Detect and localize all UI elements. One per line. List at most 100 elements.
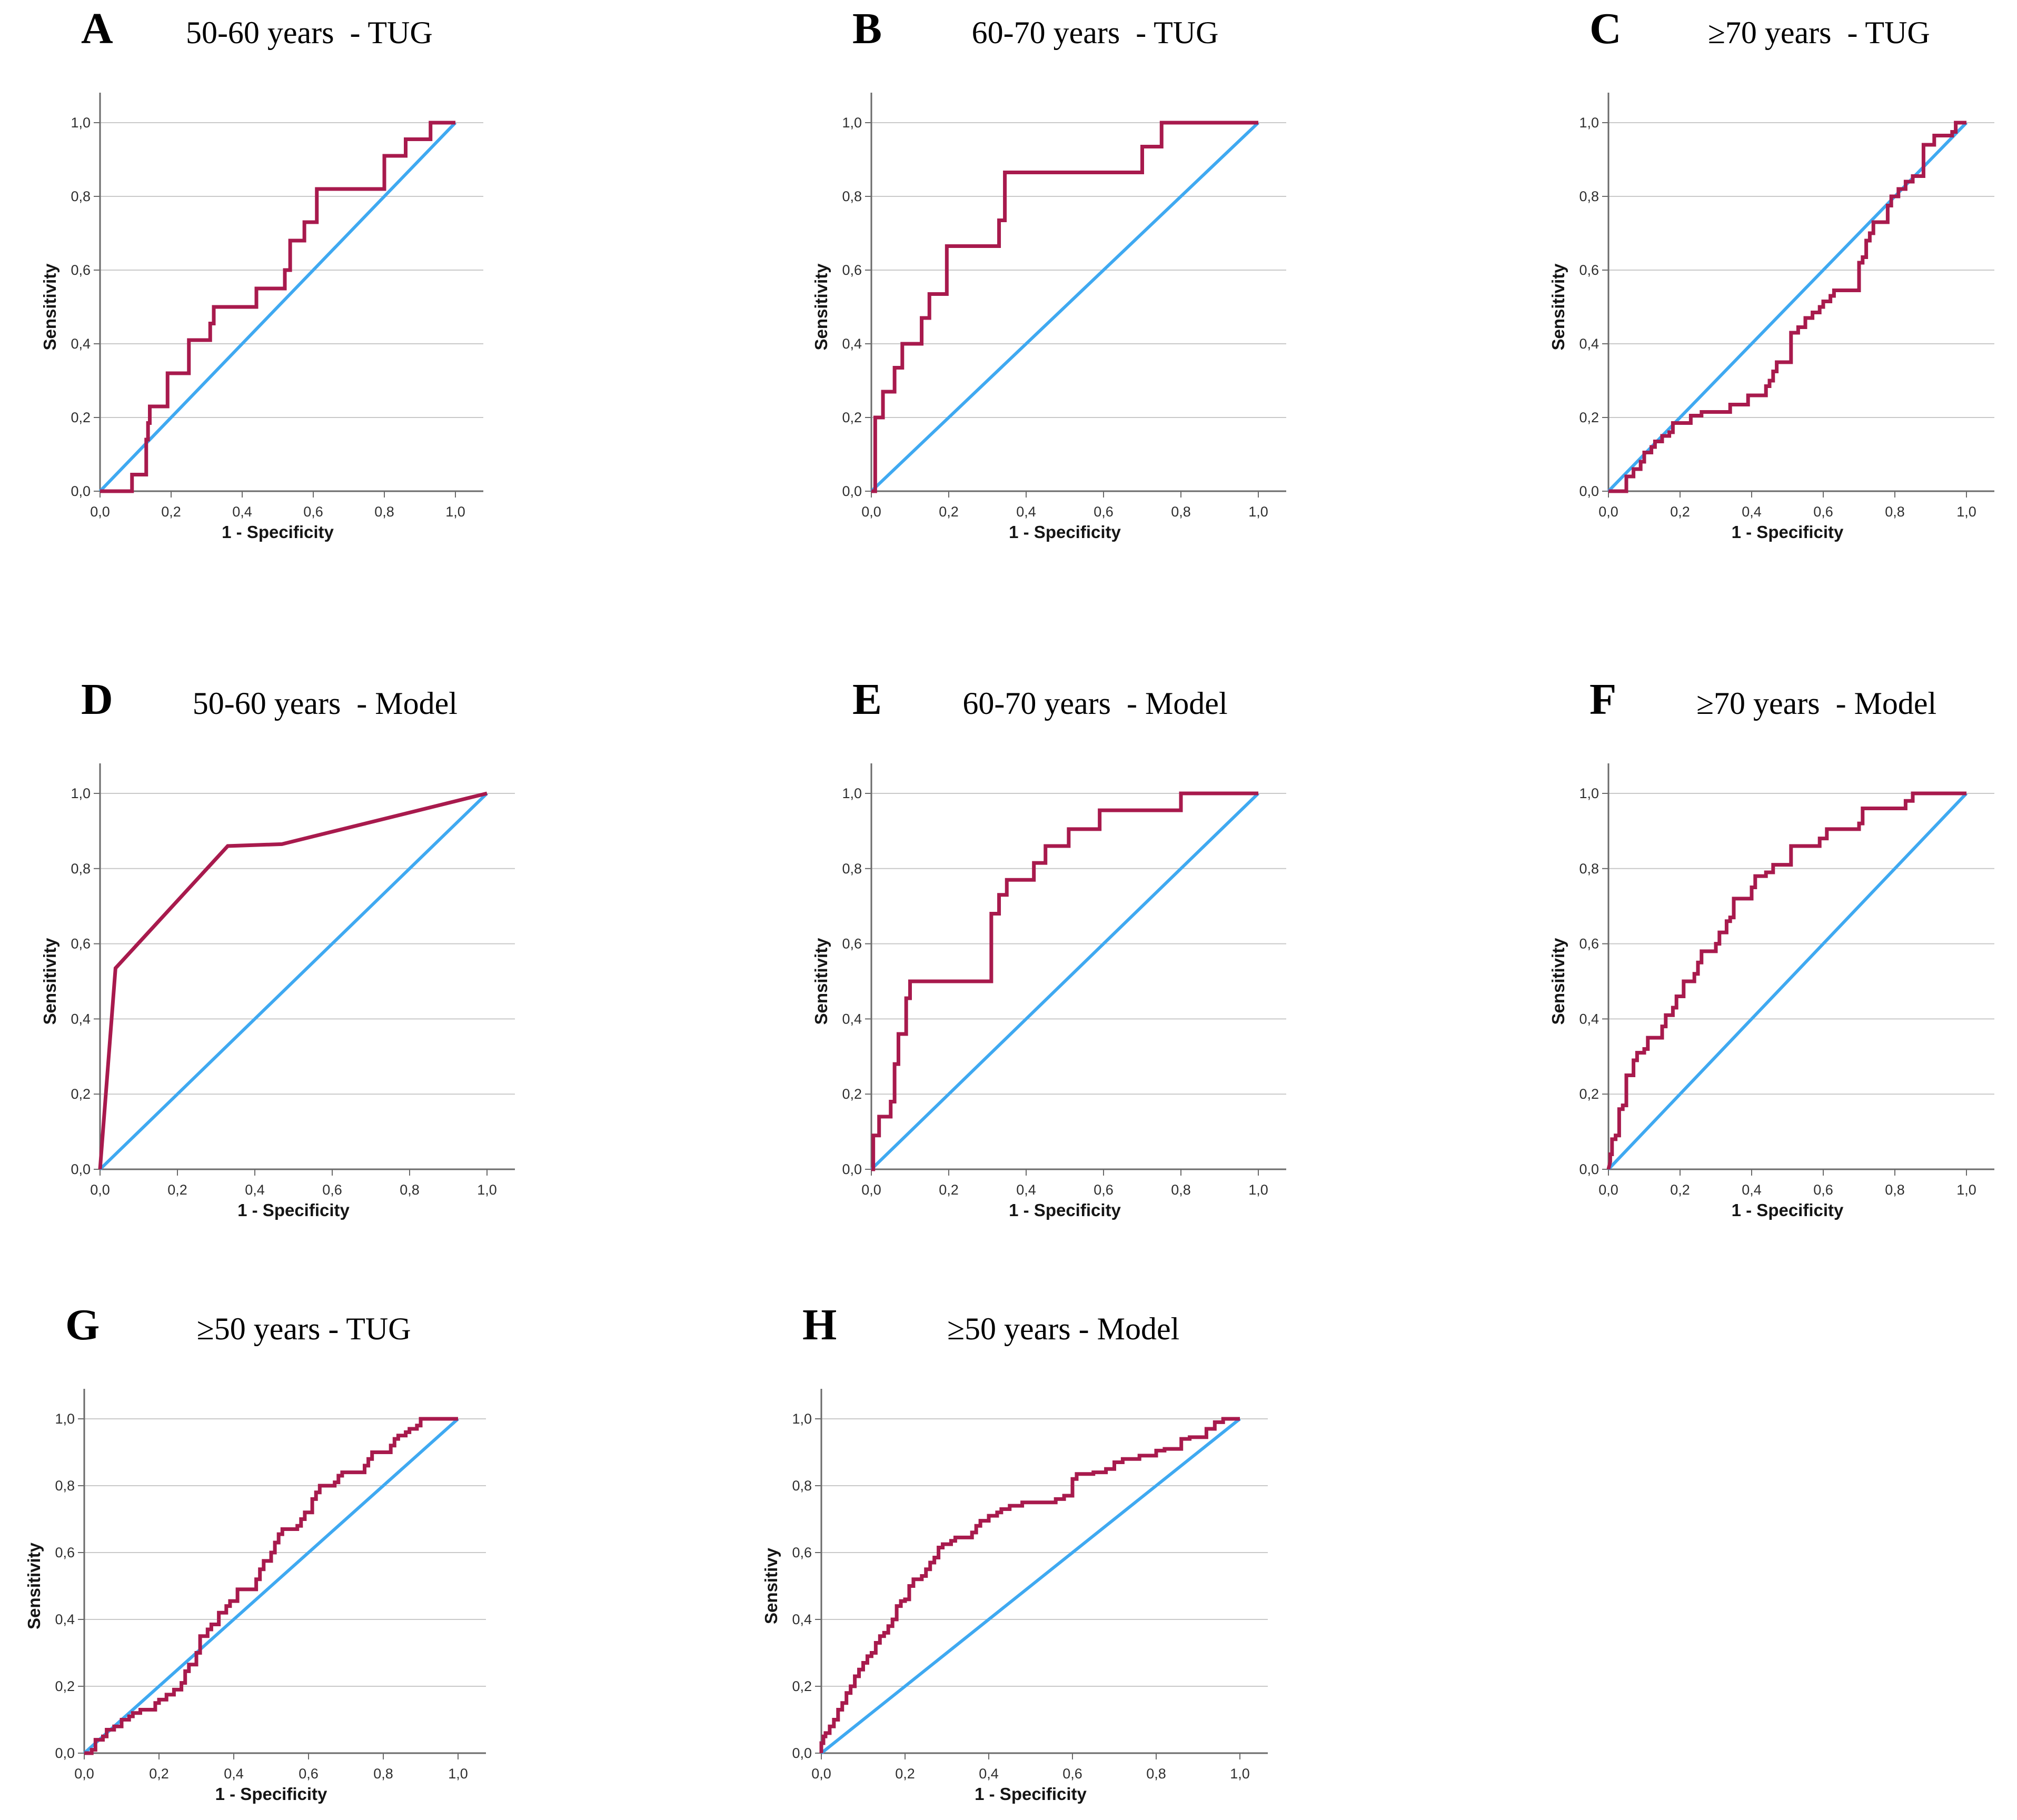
x-tick-label: 0,8 [1171, 504, 1191, 520]
panel-b: B 60-70 years - TUG 0,0 0,2 0,4 0,6 0,8 1,0 0,… [808, 3, 1308, 557]
y-tick-label: 0,2 [1579, 410, 1599, 425]
y-axis-label: Sensitivity [1548, 938, 1568, 1025]
x-tick-label: 1,0 [445, 504, 465, 520]
panel-b-letter: B [852, 4, 882, 53]
x-tick-label: 0,2 [1670, 1182, 1690, 1198]
panel-d-header: D 50-60 years - Model [37, 674, 537, 733]
y-axis-label: Sensitivity [1548, 263, 1568, 351]
panel-a-header: A 50-60 years - TUG [37, 3, 505, 62]
panel-f: F ≥70 years - Model 0,0 0,2 0,4 0,6 0,8 1,0 0,… [1545, 674, 2016, 1235]
roc-chart-d: 0,0 0,2 0,4 0,6 0,8 1,0 0,0 0,2 0,4 0,6 0,8 1,0 1 - … [40, 763, 515, 1220]
x-tick-label: 0,4 [1742, 504, 1762, 520]
x-tick-label: 0,0 [74, 1766, 94, 1782]
y-tick-label: 0,8 [792, 1478, 812, 1494]
y-tick-label: 0,8 [71, 188, 91, 204]
y-tick-label: 0,0 [71, 1161, 91, 1177]
panel-e-title: 60-70 years - Model [962, 686, 1228, 721]
x-tick-label: 0,6 [1094, 504, 1114, 520]
y-axis-label: Sensitivity [24, 1542, 44, 1629]
y-tick-label: 1,0 [842, 115, 862, 131]
panel-d-title: 50-60 years - Model [192, 686, 458, 721]
y-tick-label: 0,2 [71, 410, 91, 425]
panel-a-title: 50-60 years - TUG [185, 15, 433, 50]
y-tick-label: 0,6 [71, 262, 91, 278]
panel-a-letter: A [81, 4, 113, 53]
x-tick-label: 0,8 [1171, 1182, 1191, 1198]
y-axis-label: Sensitivity [811, 263, 831, 351]
y-tick-label: 0,0 [842, 483, 862, 499]
panel-g-header: G ≥50 years - TUG [21, 1299, 508, 1358]
x-axis-label: 1 - Specificity [1009, 1200, 1121, 1220]
diagonal-reference-line [870, 121, 1260, 493]
y-tick-label: 0,4 [1579, 1011, 1599, 1027]
y-tick-label: 0,6 [842, 936, 862, 952]
y-tick-label: 1,0 [55, 1411, 75, 1427]
y-tick-label: 0,2 [842, 410, 862, 425]
x-tick-label: 0,4 [1742, 1182, 1762, 1198]
x-tick-label: 0,6 [303, 504, 323, 520]
x-tick-label: 0,2 [895, 1766, 915, 1782]
roc-chart-g: 0,0 0,2 0,4 0,6 0,8 1,0 0,0 0,2 0,4 0,6 0,8 1,0 1 - … [24, 1389, 486, 1804]
panel-g-title: ≥50 years - TUG [196, 1311, 411, 1346]
x-tick-label: 0,6 [1813, 1182, 1833, 1198]
panel-d: D 50-60 years - Model 0,0 0,2 0,4 0,6 0,8 1,0… [37, 674, 537, 1235]
x-tick-label: 0,6 [1062, 1766, 1082, 1782]
x-tick-label: 0,0 [811, 1766, 831, 1782]
x-tick-label: 0,0 [1598, 1182, 1618, 1198]
x-tick-label: 0,0 [861, 504, 881, 520]
x-tick-label: 0,4 [232, 504, 252, 520]
y-tick-label: 0,8 [55, 1478, 75, 1494]
y-tick-label: 0,8 [1579, 188, 1599, 204]
y-tick-label: 0,0 [71, 483, 91, 499]
panel-h-header: H ≥50 years - Model [758, 1299, 1290, 1358]
panel-h-title: ≥50 years - Model [947, 1311, 1180, 1346]
y-tick-label: 1,0 [1579, 785, 1599, 801]
x-axis-label: 1 - Specificity [975, 1784, 1087, 1804]
panel-g: G ≥50 years - TUG 0,0 0,2 0,4 0,6 0,8 1,0 0,0 0… [21, 1299, 508, 1819]
x-tick-label: 0,6 [1813, 504, 1833, 520]
panel-c-letter: C [1589, 4, 1622, 53]
panel-g-letter: G [65, 1300, 100, 1349]
x-tick-label: 0,8 [373, 1766, 393, 1782]
y-tick-label: 1,0 [792, 1411, 812, 1427]
roc-curve-line [1608, 121, 1966, 493]
y-tick-label: 0,0 [842, 1161, 862, 1177]
x-tick-label: 0,2 [939, 1182, 959, 1198]
panel-e-header: E 60-70 years - Model [808, 674, 1308, 733]
panel-h: H ≥50 years - Model 0,0 0,2 0,4 0,6 0,8 1,0 0,… [758, 1299, 1290, 1819]
y-tick-label: 1,0 [842, 785, 862, 801]
x-tick-label: 1,0 [1248, 504, 1268, 520]
y-tick-label: 0,2 [55, 1678, 75, 1694]
y-tick-label: 0,4 [792, 1612, 812, 1627]
diagonal-reference-line [98, 121, 457, 493]
roc-chart-e: 0,0 0,2 0,4 0,6 0,8 1,0 0,0 0,2 0,4 0,6 0,8 1,0 1 - … [811, 763, 1286, 1220]
y-tick-label: 0,4 [55, 1612, 75, 1627]
y-tick-label: 1,0 [71, 115, 91, 131]
x-tick-label: 0,6 [299, 1766, 319, 1782]
diagonal-reference-line [870, 792, 1260, 1171]
x-axis-label: 1 - Specificity [1732, 1200, 1844, 1220]
x-tick-label: 0,0 [861, 1182, 881, 1198]
y-tick-label: 0,2 [792, 1678, 812, 1694]
x-tick-label: 0,0 [90, 1182, 110, 1198]
y-tick-label: 0,2 [842, 1086, 862, 1102]
x-axis-label: 1 - Specificity [1009, 522, 1121, 542]
x-tick-label: 0,4 [1016, 504, 1036, 520]
y-tick-label: 0,0 [1579, 483, 1599, 499]
y-tick-label: 0,0 [55, 1745, 75, 1761]
x-tick-label: 0,4 [979, 1766, 999, 1782]
panel-c-title: ≥70 years - TUG [1707, 15, 1930, 50]
x-tick-label: 1,0 [448, 1766, 468, 1782]
roc-chart-c: 0,0 0,2 0,4 0,6 0,8 1,0 0,0 0,2 0,4 0,6 0,8 1,0 1 - … [1548, 93, 1994, 542]
roc-curve-line [100, 121, 455, 493]
x-axis-label: 1 - Specificity [1732, 522, 1844, 542]
x-tick-label: 0,8 [400, 1182, 420, 1198]
roc-chart-a: 0,0 0,2 0,4 0,6 0,8 1,0 0,0 0,2 0,4 0,6 0,8 1,0 1 - … [40, 93, 483, 542]
panel-e-letter: E [852, 675, 882, 724]
diagonal-reference-line [820, 1417, 1241, 1755]
x-tick-label: 0,6 [322, 1182, 342, 1198]
panel-e: E 60-70 years - Model 0,0 0,2 0,4 0,6 0,8 1,0… [808, 674, 1308, 1235]
y-axis-label: Sensitivity [40, 938, 59, 1025]
x-tick-label: 0,4 [1016, 1182, 1036, 1198]
